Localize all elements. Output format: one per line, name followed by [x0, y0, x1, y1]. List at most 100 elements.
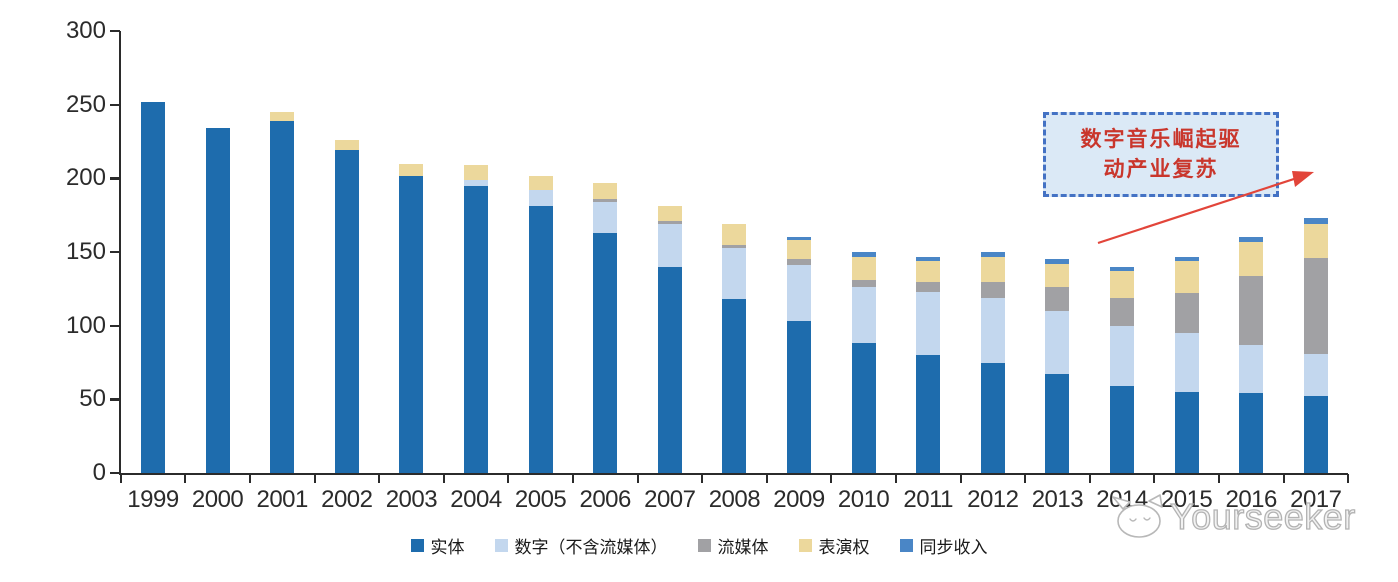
legend-item: 数字（不含流媒体）: [494, 533, 668, 558]
bar-segment: [141, 101, 165, 473]
bar-segment: [916, 291, 941, 356]
annotation-text-line1: 数字音乐崛起驱: [1080, 127, 1242, 151]
legend-label: 实体: [430, 538, 465, 557]
bar-segment: [464, 179, 488, 186]
y-axis-tick-label: 250: [65, 90, 106, 118]
bar-segment: [1174, 392, 1199, 473]
legend-swatch-icon: [410, 539, 424, 552]
bar-segment: [722, 224, 747, 245]
bar-segment: [916, 256, 941, 261]
watermark-logo-icon: [1112, 494, 1163, 538]
bar-segment: [464, 185, 488, 473]
y-axis-tick: [110, 324, 120, 327]
bar-segment: [270, 121, 295, 473]
y-axis-tick: [110, 30, 120, 33]
y-axis-tick-label: 300: [65, 17, 106, 45]
bar-segment: [1303, 353, 1328, 397]
bar-segment: [593, 199, 618, 203]
bar-segment: [916, 281, 941, 292]
x-axis-label: 2015: [1160, 486, 1213, 513]
bar-segment: [464, 165, 488, 180]
legend-label: 表演权: [818, 538, 870, 557]
x-axis-tick: [1024, 474, 1027, 483]
bar-segment: [980, 281, 1005, 298]
x-axis-label: 2002: [321, 486, 373, 513]
bar-segment: [528, 206, 553, 473]
x-axis-tick: [1347, 474, 1350, 483]
bar-segment: [593, 202, 618, 233]
legend-swatch-icon: [697, 539, 711, 552]
bar-segment: [1174, 260, 1199, 294]
bar-segment: [980, 252, 1005, 257]
legend-item: 表演权: [798, 533, 870, 558]
bar-segment: [980, 256, 1005, 282]
x-axis-label: 2009: [773, 486, 825, 513]
y-axis-tick: [110, 398, 120, 401]
bar-segment: [593, 232, 618, 473]
x-axis-label: 2017: [1290, 486, 1342, 513]
bar-segment: [851, 343, 876, 473]
bar-segment: [528, 190, 553, 207]
bar-segment: [657, 224, 682, 267]
y-axis-tick: [110, 250, 120, 254]
bar-segment: [787, 237, 811, 241]
x-axis-tick: [894, 474, 898, 483]
x-axis-label: 2001: [256, 486, 308, 513]
bar-segment: [657, 206, 682, 222]
bar-segment: [1303, 257, 1328, 354]
bar-segment: [1239, 275, 1264, 345]
x-axis-tick: [119, 474, 122, 483]
x-axis-label: 2006: [579, 486, 631, 513]
x-axis-label: 1999: [127, 486, 179, 513]
bar-segment: [1239, 237, 1264, 242]
y-axis-tick-label: 100: [65, 311, 106, 339]
x-axis-tick: [1282, 474, 1285, 483]
bar-segment: [851, 256, 876, 281]
x-axis-label: 2016: [1225, 486, 1277, 513]
y-axis-tick-label: 50: [79, 385, 106, 413]
x-axis-tick: [830, 474, 833, 483]
bar-segment: [1045, 263, 1070, 288]
watermark: Yourseeker: [1108, 494, 1356, 540]
x-axis-tick: [1217, 474, 1221, 483]
x-axis-tick: [701, 474, 704, 483]
y-axis-tick: [110, 471, 120, 475]
legend-swatch-icon: [798, 539, 812, 552]
bar-segment: [657, 221, 682, 225]
x-axis-label: 2007: [644, 486, 696, 513]
y-axis-tick-label: 200: [65, 164, 106, 192]
bar-segment: [787, 240, 811, 260]
bar-segment: [334, 150, 359, 473]
bar-segment: [851, 280, 876, 288]
bar-segment: [980, 297, 1005, 363]
annotation-box: 数字音乐崛起驱 动产业复苏: [1043, 112, 1279, 197]
y-axis-tick-label: 150: [65, 238, 106, 266]
bar-segment: [1174, 333, 1199, 392]
x-axis-label: 2004: [450, 486, 502, 513]
bar-segment: [528, 175, 553, 191]
legend-swatch-icon: [899, 539, 913, 552]
bar-segment: [1045, 311, 1070, 375]
bar-segment: [787, 265, 811, 322]
x-axis-label: 2010: [837, 486, 890, 513]
x-axis-tick: [442, 474, 445, 483]
bar-segment: [1045, 374, 1070, 473]
bar-segment: [787, 259, 811, 266]
bar-segment: [1110, 271, 1134, 298]
bar-segment: [1174, 256, 1199, 261]
bar-segment: [593, 182, 618, 200]
bar-segment: [399, 175, 424, 473]
bar-segment: [1045, 287, 1070, 311]
x-axis-label: 2008: [708, 486, 761, 513]
legend-label: 流媒体: [717, 538, 769, 557]
x-axis-tick: [507, 474, 510, 483]
bar-segment: [1239, 241, 1264, 276]
bar-segment: [722, 244, 747, 248]
bar-segment: [1174, 293, 1199, 334]
bar-segment: [722, 299, 747, 473]
bar-segment: [1045, 259, 1070, 264]
legend-item: 同步收入: [899, 533, 988, 558]
bar-segment: [1110, 386, 1134, 473]
legend-label: 同步收入: [919, 538, 988, 557]
bar-segment: [1239, 344, 1264, 394]
